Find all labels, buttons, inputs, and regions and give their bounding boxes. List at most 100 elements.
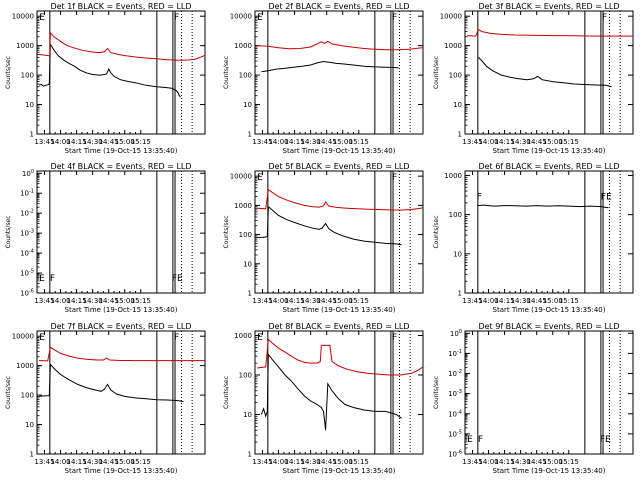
x-tick-label: 14:00: [268, 297, 288, 305]
x-tick-label: 14:30: [511, 297, 531, 305]
x-axis-label: Start Time (19-Oct-15 13:35:40): [493, 467, 606, 475]
y-tick-exponent: -5: [457, 429, 462, 435]
panel-title: Det 9f BLACK = Events, RED = LLD: [478, 322, 619, 331]
y-axis-label: Counts/sec: [433, 215, 440, 248]
y-tick-label: 100: [239, 72, 252, 80]
x-tick-label: 15:00: [333, 138, 353, 146]
series-events-line: [261, 60, 399, 73]
y-tick-exponent: -6: [29, 289, 34, 295]
y-tick-label: 10: [243, 260, 252, 268]
y-tick-exponent: -2: [457, 369, 462, 375]
detector-panel-4: Det 4f BLACK = Events, RED = LLD Counts/s…: [5, 162, 206, 314]
x-tick-label: 15:15: [559, 297, 579, 305]
y-tick-label: 100: [22, 169, 34, 178]
y-tick-label: 10-4: [448, 409, 462, 418]
y-tick-label: 10000: [12, 333, 34, 341]
x-axis-label: Start Time (19-Oct-15 13:35:40): [65, 306, 178, 314]
y-tick-label: 10-3: [20, 229, 34, 238]
panel-title: Det 1f BLACK = Events, RED = LLD: [50, 2, 191, 11]
x-tick-label: 14:45: [527, 458, 547, 466]
y-tick-label: 100: [21, 72, 34, 80]
flag-label: F: [174, 13, 179, 23]
flag-label: F: [392, 333, 397, 343]
y-tick-label: 1000: [234, 202, 252, 210]
x-tick-label: 15:15: [131, 458, 151, 466]
y-tick-exponent: -6: [457, 450, 462, 456]
y-tick-label: 10-1: [448, 349, 462, 358]
y-tick-label: 10-5: [20, 269, 34, 278]
y-tick-label: 100: [239, 231, 252, 239]
y-axis-label: Counts/sec: [433, 376, 440, 409]
x-axis-label: Start Time (19-Oct-15 13:35:40): [65, 467, 178, 475]
x-tick-label: 14:30: [301, 458, 321, 466]
y-tick-label: 10-2: [448, 369, 462, 378]
detector-panel-8: Det 8f BLACK = Events, RED = LLD Counts/s…: [223, 322, 424, 475]
plot-frame: [254, 170, 424, 294]
y-tick-label: 10: [243, 101, 252, 109]
x-tick-label: 15:00: [115, 138, 135, 146]
y-axis-label: Counts/sec: [223, 56, 230, 89]
y-tick-label: 1000: [444, 172, 462, 180]
y-tick-label: 10: [25, 101, 34, 109]
x-tick-label: 14:15: [66, 297, 86, 305]
x-tick-label: 14:15: [494, 458, 514, 466]
x-tick-label: 14:30: [511, 138, 531, 146]
flag-label: E: [257, 13, 263, 23]
panel-title: Det 2f BLACK = Events, RED = LLD: [268, 2, 409, 11]
x-tick-label: 15:00: [333, 297, 353, 305]
x-axis-label: Start Time (19-Oct-15 13:35:40): [283, 467, 396, 475]
y-tick-exponent: -5: [29, 269, 34, 275]
series-events-line: [260, 353, 402, 431]
x-tick-label: 13:45: [462, 138, 482, 146]
detector-panel-5: Det 5f BLACK = Events, RED = LLD Counts/s…: [223, 162, 424, 314]
y-tick-label: 100: [239, 372, 252, 380]
flag-label: E: [39, 274, 45, 284]
flag-label: FE: [601, 193, 612, 203]
plot-frame: [254, 10, 424, 135]
x-tick-label: 14:00: [268, 458, 288, 466]
panel-title: Det 6f BLACK = Events, RED = LLD: [478, 162, 619, 171]
x-tick-label: 14:45: [317, 138, 337, 146]
y-tick-label: 10-6: [448, 450, 462, 459]
flag-label: E: [257, 333, 263, 343]
x-axis-label: Start Time (19-Oct-15 13:35:40): [283, 147, 396, 155]
flag-label: F: [392, 13, 397, 23]
x-tick-label: 14:00: [478, 138, 498, 146]
x-tick-label: 15:00: [543, 297, 563, 305]
y-tick-label: 1: [30, 131, 34, 139]
y-axis-label: Counts/sec: [5, 215, 12, 248]
x-tick-label: 14:30: [83, 458, 103, 466]
x-tick-label: 14:45: [99, 297, 119, 305]
x-tick-label: 14:45: [99, 138, 119, 146]
x-tick-label: 13:45: [462, 297, 482, 305]
y-tick-label: 10000: [440, 13, 462, 21]
plot-frame: [254, 330, 424, 455]
y-tick-label: 10000: [230, 173, 252, 181]
y-tick-exponent: -3: [29, 229, 34, 235]
panel-title: Det 4f BLACK = Events, RED = LLD: [50, 162, 191, 171]
y-tick-exponent: -3: [457, 389, 462, 395]
flag-label: FE: [600, 435, 611, 445]
y-tick-label: 1000: [16, 42, 34, 50]
x-tick-label: 14:15: [284, 297, 304, 305]
series-events-line: [477, 204, 609, 209]
y-tick-label: 10: [453, 250, 462, 258]
x-tick-label: 14:00: [478, 458, 498, 466]
x-tick-label: 14:45: [99, 458, 119, 466]
series-lld-line: [257, 338, 424, 376]
panel-title: Det 7f BLACK = Events, RED = LLD: [50, 322, 191, 331]
x-axis-label: Start Time (19-Oct-15 13:35:40): [65, 147, 178, 155]
flag-label: FE: [172, 274, 183, 284]
x-tick-label: 15:15: [131, 138, 151, 146]
x-tick-label: 15:15: [349, 297, 369, 305]
x-tick-label: 15:00: [333, 458, 353, 466]
flag-label: E: [39, 13, 45, 23]
x-tick-label: 14:00: [50, 297, 70, 305]
y-tick-label: 1: [30, 451, 34, 459]
x-tick-label: 14:00: [50, 458, 70, 466]
x-tick-label: 14:45: [317, 297, 337, 305]
detector-panel-1: Det 1f BLACK = Events, RED = LLD Counts/s…: [5, 2, 206, 155]
x-tick-label: 14:00: [268, 138, 288, 146]
